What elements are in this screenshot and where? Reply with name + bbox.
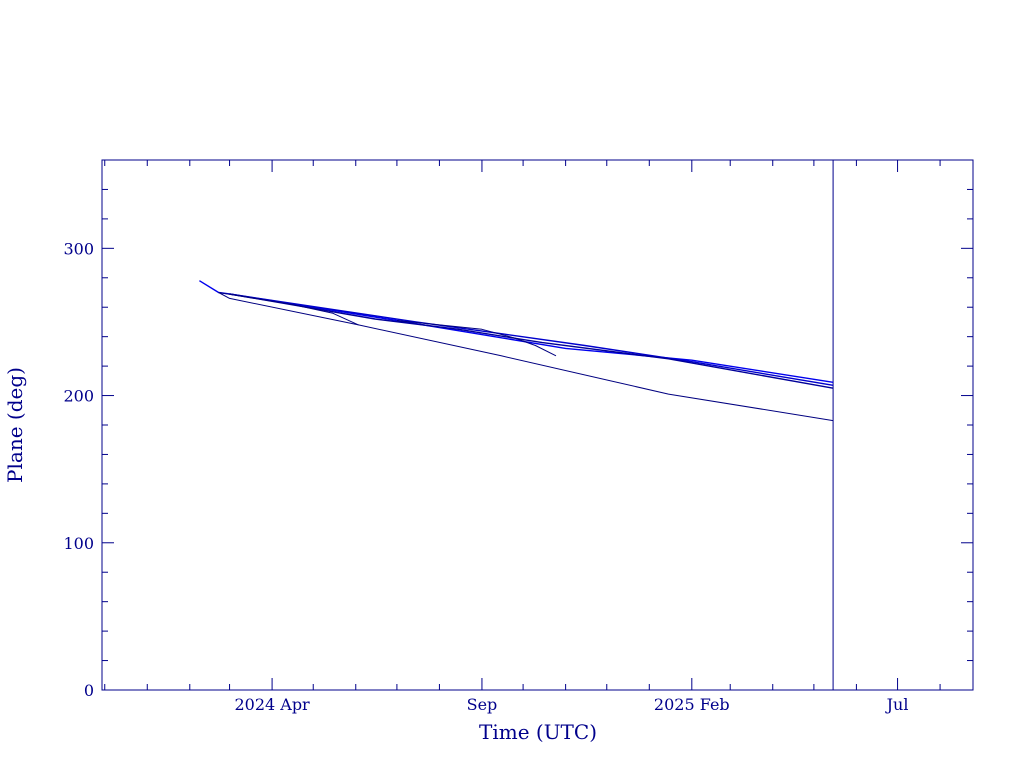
x-tick-label: Jul (885, 695, 909, 714)
y-tick-label: 100 (63, 534, 94, 553)
plot-frame (101, 159, 974, 691)
series-lines (199, 280, 834, 422)
series-line (218, 292, 359, 326)
x-tick-label: Sep (467, 695, 498, 714)
x-axis-label: Time (UTC) (479, 720, 597, 744)
y-tick-label: 0 (84, 681, 94, 700)
series-line (199, 280, 834, 383)
series-line (229, 293, 834, 389)
series-line (218, 292, 834, 422)
y-tick-label: 200 (63, 387, 94, 406)
y-tick-label: 300 (63, 239, 94, 258)
series-line (396, 320, 557, 357)
x-tick-label: 2024 Apr (234, 695, 310, 714)
tick-labels: 0 100 200 300 2024 Apr Sep 2025 Feb Jul (63, 239, 908, 714)
x-tick-label: 2025 Feb (654, 695, 730, 714)
axis-ticks (102, 159, 973, 691)
y-axis-label: Plane (deg) (3, 367, 27, 483)
series-line (229, 293, 834, 386)
